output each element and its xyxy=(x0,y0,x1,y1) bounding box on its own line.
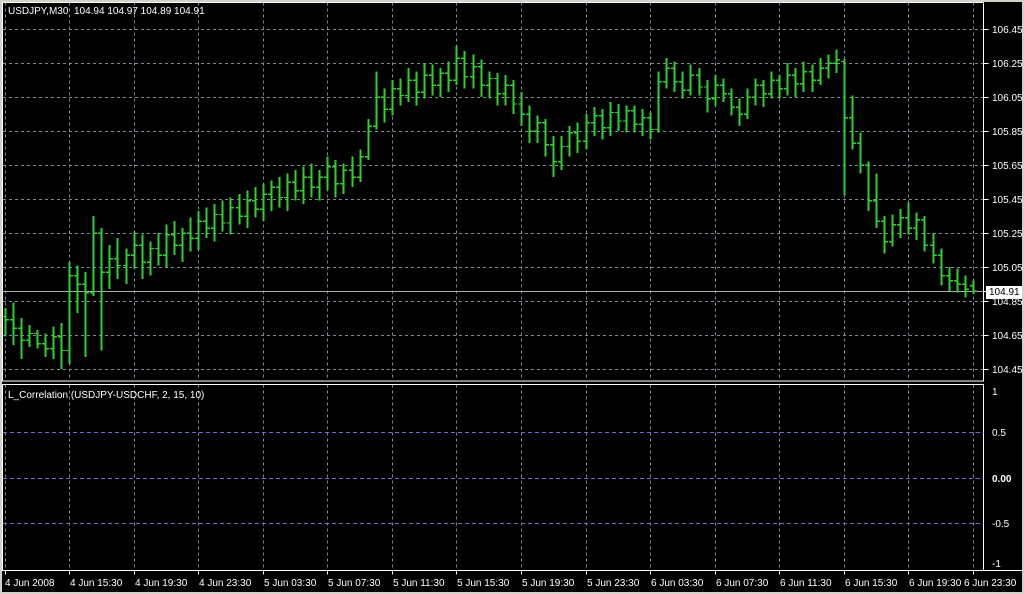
time-axis-label: 4 Jun 15:30 xyxy=(70,578,123,589)
chart-title: USDJPY,M30 104.94 104.97 104.89 104.91 xyxy=(8,6,205,17)
price-axis-label: 104.85 xyxy=(992,297,1023,308)
time-axis-label: 4 Jun 2008 xyxy=(5,578,55,589)
time-axis-label: 5 Jun 15:30 xyxy=(457,578,510,589)
indicator-axis-label: -0.5 xyxy=(992,519,1010,530)
indicator-axis-label: -1 xyxy=(992,559,1001,570)
price-axis-label: 105.05 xyxy=(992,263,1023,274)
current-price-tag: 104.91 xyxy=(986,286,1022,299)
time-axis-label: 5 Jun 07:30 xyxy=(328,578,381,589)
main-chart-pane[interactable] xyxy=(4,4,984,383)
current-price-value: 104.91 xyxy=(989,287,1020,298)
time-axis-label: 4 Jun 23:30 xyxy=(199,578,252,589)
price-axis-label: 105.85 xyxy=(992,127,1023,138)
price-axis-label: 104.65 xyxy=(992,331,1023,342)
time-axis-label: 6 Jun 07:30 xyxy=(716,578,769,589)
indicator-axis-label: 0.5 xyxy=(992,428,1006,439)
time-axis-label: 6 Jun 11:30 xyxy=(780,578,832,589)
time-axis-label: 5 Jun 19:30 xyxy=(522,578,575,589)
price-axis-label: 106.45 xyxy=(992,25,1023,36)
time-axis-label: 6 Jun 23:30 xyxy=(964,578,1017,589)
price-axis-label: 104.45 xyxy=(992,365,1023,376)
price-axis-label: 105.25 xyxy=(992,229,1023,240)
indicator-label: L_Correlation (USDJPY-USDCHF, 2, 15, 10) xyxy=(8,390,205,401)
time-axis-label: 5 Jun 03:30 xyxy=(264,578,317,589)
time-axis-label: 5 Jun 11:30 xyxy=(393,578,445,589)
time-axis-label: 6 Jun 15:30 xyxy=(845,578,898,589)
main-pane-frame xyxy=(2,2,984,382)
time-axis-label: 6 Jun 19:30 xyxy=(909,578,962,589)
time-axis-label: 6 Jun 03:30 xyxy=(651,578,704,589)
indicator-axis-label: 0.00 xyxy=(992,474,1012,485)
indicator-pane[interactable] xyxy=(4,387,984,572)
price-axis-label: 105.45 xyxy=(992,195,1023,206)
time-axis-label: 4 Jun 19:30 xyxy=(135,578,188,589)
price-axis-label: 106.05 xyxy=(992,93,1023,104)
price-axis-label: 105.65 xyxy=(992,161,1023,172)
price-axis-label: 106.25 xyxy=(992,59,1023,70)
indicator-axis-label: 1 xyxy=(992,387,998,398)
time-axis-label: 5 Jun 23:30 xyxy=(587,578,640,589)
